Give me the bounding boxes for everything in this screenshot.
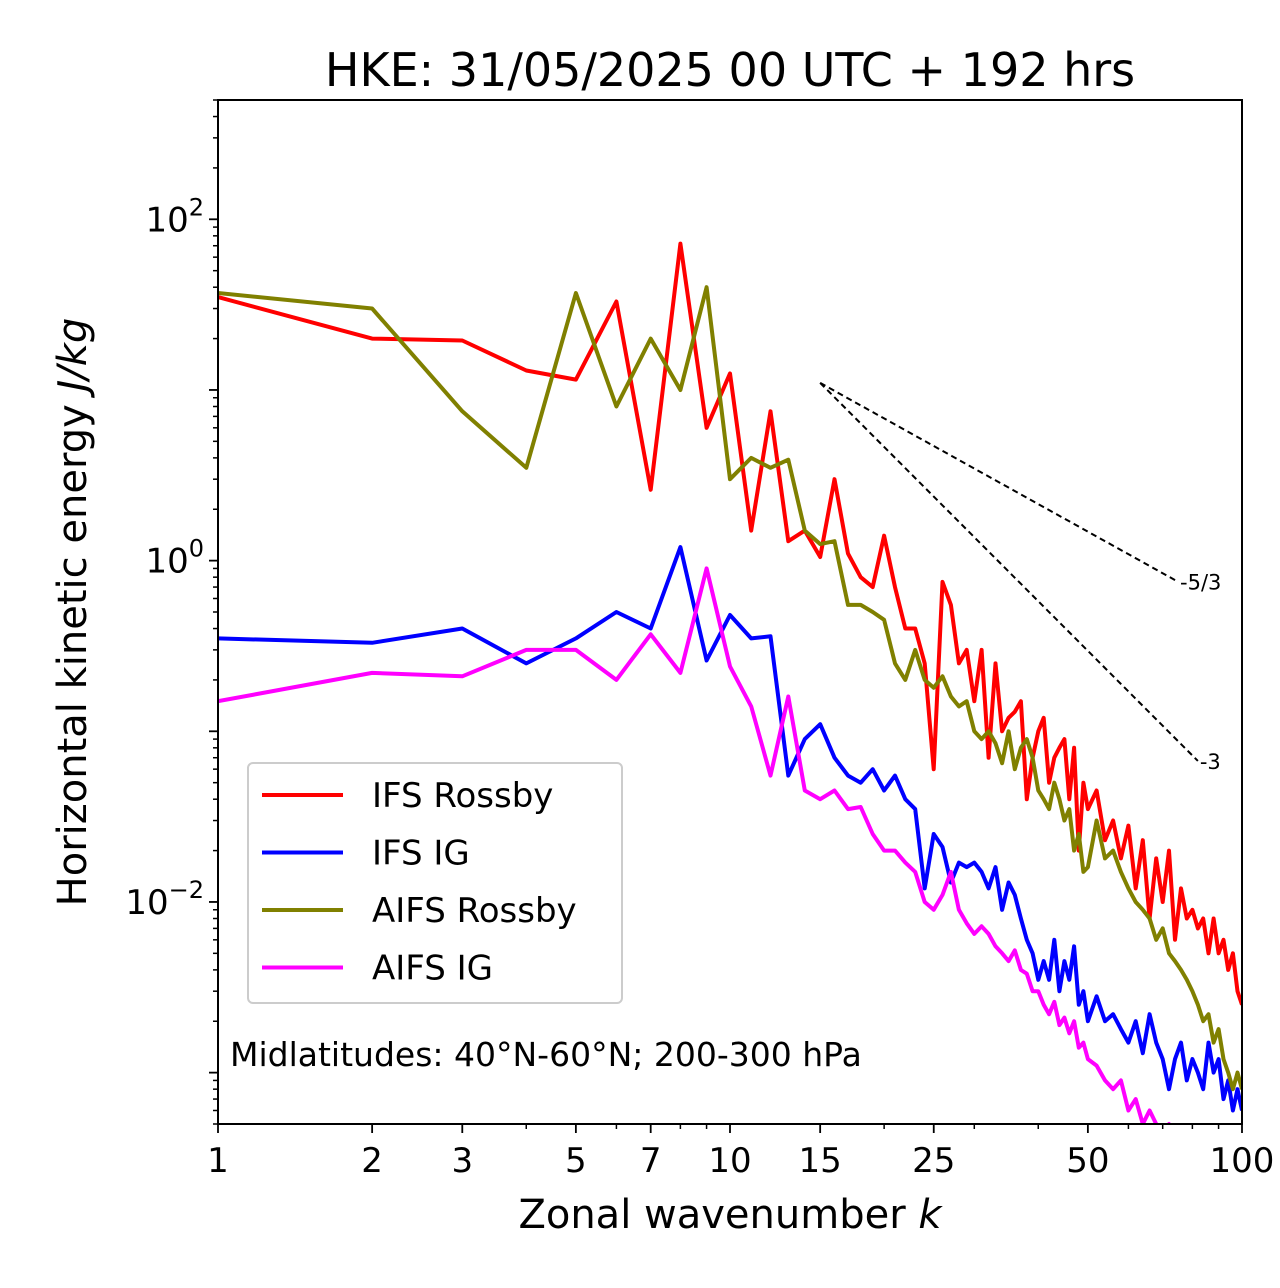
- reference-line-label: -3: [1200, 750, 1221, 774]
- legend-label: AIFS Rossby: [372, 891, 577, 931]
- legend-box: [247, 762, 623, 1004]
- x-tick-label: 50: [1066, 1141, 1109, 1181]
- series-line-ifs-rossby: [218, 241, 1242, 1006]
- x-tick-label: 7: [640, 1141, 662, 1181]
- series-layer: [218, 241, 1242, 1124]
- reference-line-slope: [819, 382, 1179, 583]
- x-axis-label: Zonal wavenumber k: [518, 1192, 943, 1238]
- x-tick-label: 2: [361, 1141, 383, 1181]
- series-line-aifs-rossby: [218, 285, 1242, 1092]
- series-line-ifs-ig: [218, 545, 1242, 1113]
- y-tick-label: 100: [145, 535, 204, 582]
- x-tick-label: 5: [565, 1141, 587, 1181]
- x-tick-label: 1: [207, 1141, 229, 1181]
- x-tick-label: 10: [708, 1141, 751, 1181]
- x-tick-label: 25: [912, 1141, 955, 1181]
- legend-label: AIFS IG: [372, 949, 493, 989]
- legend-label: IFS Rossby: [372, 776, 553, 816]
- y-tick-label: 102: [145, 193, 204, 240]
- x-tick-label: 15: [799, 1141, 842, 1181]
- region-annotation: Midlatitudes: 40°N-60°N; 200-300 hPa: [230, 1035, 862, 1074]
- y-axis-label: Horizontal kinetic energy J/kg: [50, 318, 96, 907]
- chart-title: HKE: 31/05/2025 00 UTC + 192 hrs: [325, 43, 1135, 97]
- series-line-aifs-ig: [218, 566, 1172, 1124]
- y-axis: 10−2 100 102: [125, 99, 218, 1125]
- x-axis: 1 2 3 5 7 10 15 25 50 100: [207, 1124, 1274, 1181]
- x-tick-label: 3: [451, 1141, 473, 1181]
- y-tick-label: 10−2: [125, 876, 204, 923]
- reference-slopes: -5/3 -3: [819, 382, 1221, 774]
- legend: IFS Rossby IFS IG AIFS Rossby AIFS IG: [247, 762, 623, 1004]
- x-tick-label: 100: [1210, 1141, 1275, 1181]
- legend-label: IFS IG: [372, 834, 470, 874]
- reference-line-slope: [819, 382, 1199, 762]
- reference-line-label: -5/3: [1180, 571, 1221, 595]
